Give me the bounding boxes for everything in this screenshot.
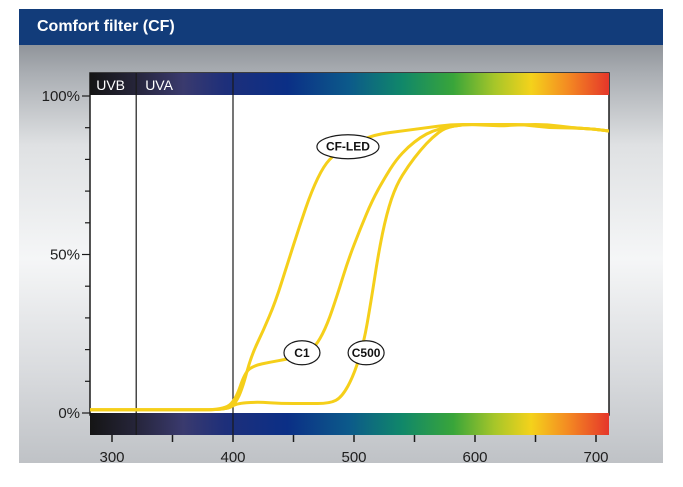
spectrum-bar-top [90, 73, 609, 95]
annotation-label-cf-led: CF-LED [326, 140, 370, 154]
curve-c500 [90, 123, 609, 412]
y-tick-label-0: 0% [58, 405, 80, 422]
title-bar: Comfort filter (CF) [19, 9, 663, 45]
x-tick-label-500: 500 [341, 449, 366, 463]
x-tick-label-300: 300 [99, 449, 124, 463]
x-tick-label-400: 400 [220, 449, 245, 463]
annotation-oval-c1 [283, 340, 321, 366]
y-tick-label-100: 100% [42, 88, 80, 105]
y-tick-label-50: 50% [50, 247, 80, 264]
annotation-label-c500: C500 [352, 346, 381, 360]
transmission-chart: UVB UVA 0% 50% 100% 300 400 500 600 700 CF-LED C1 C5… [42, 72, 610, 463]
band-label-uva: UVA [145, 77, 173, 93]
annotation-label-c1: C1 [294, 346, 310, 360]
spectrum-bar-bottom [90, 413, 609, 435]
x-tick-label-600: 600 [462, 449, 487, 463]
page-title: Comfort filter (CF) [37, 18, 175, 35]
band-label-uvb: UVB [96, 77, 125, 93]
x-tick-label-700: 700 [583, 449, 608, 463]
figure-panel: Comfort filter (CF) UVB UVA 0% 50% 100% 3 [19, 9, 663, 463]
annotation-oval-c500 [347, 340, 385, 366]
annotation-oval-cf-led [316, 134, 380, 160]
